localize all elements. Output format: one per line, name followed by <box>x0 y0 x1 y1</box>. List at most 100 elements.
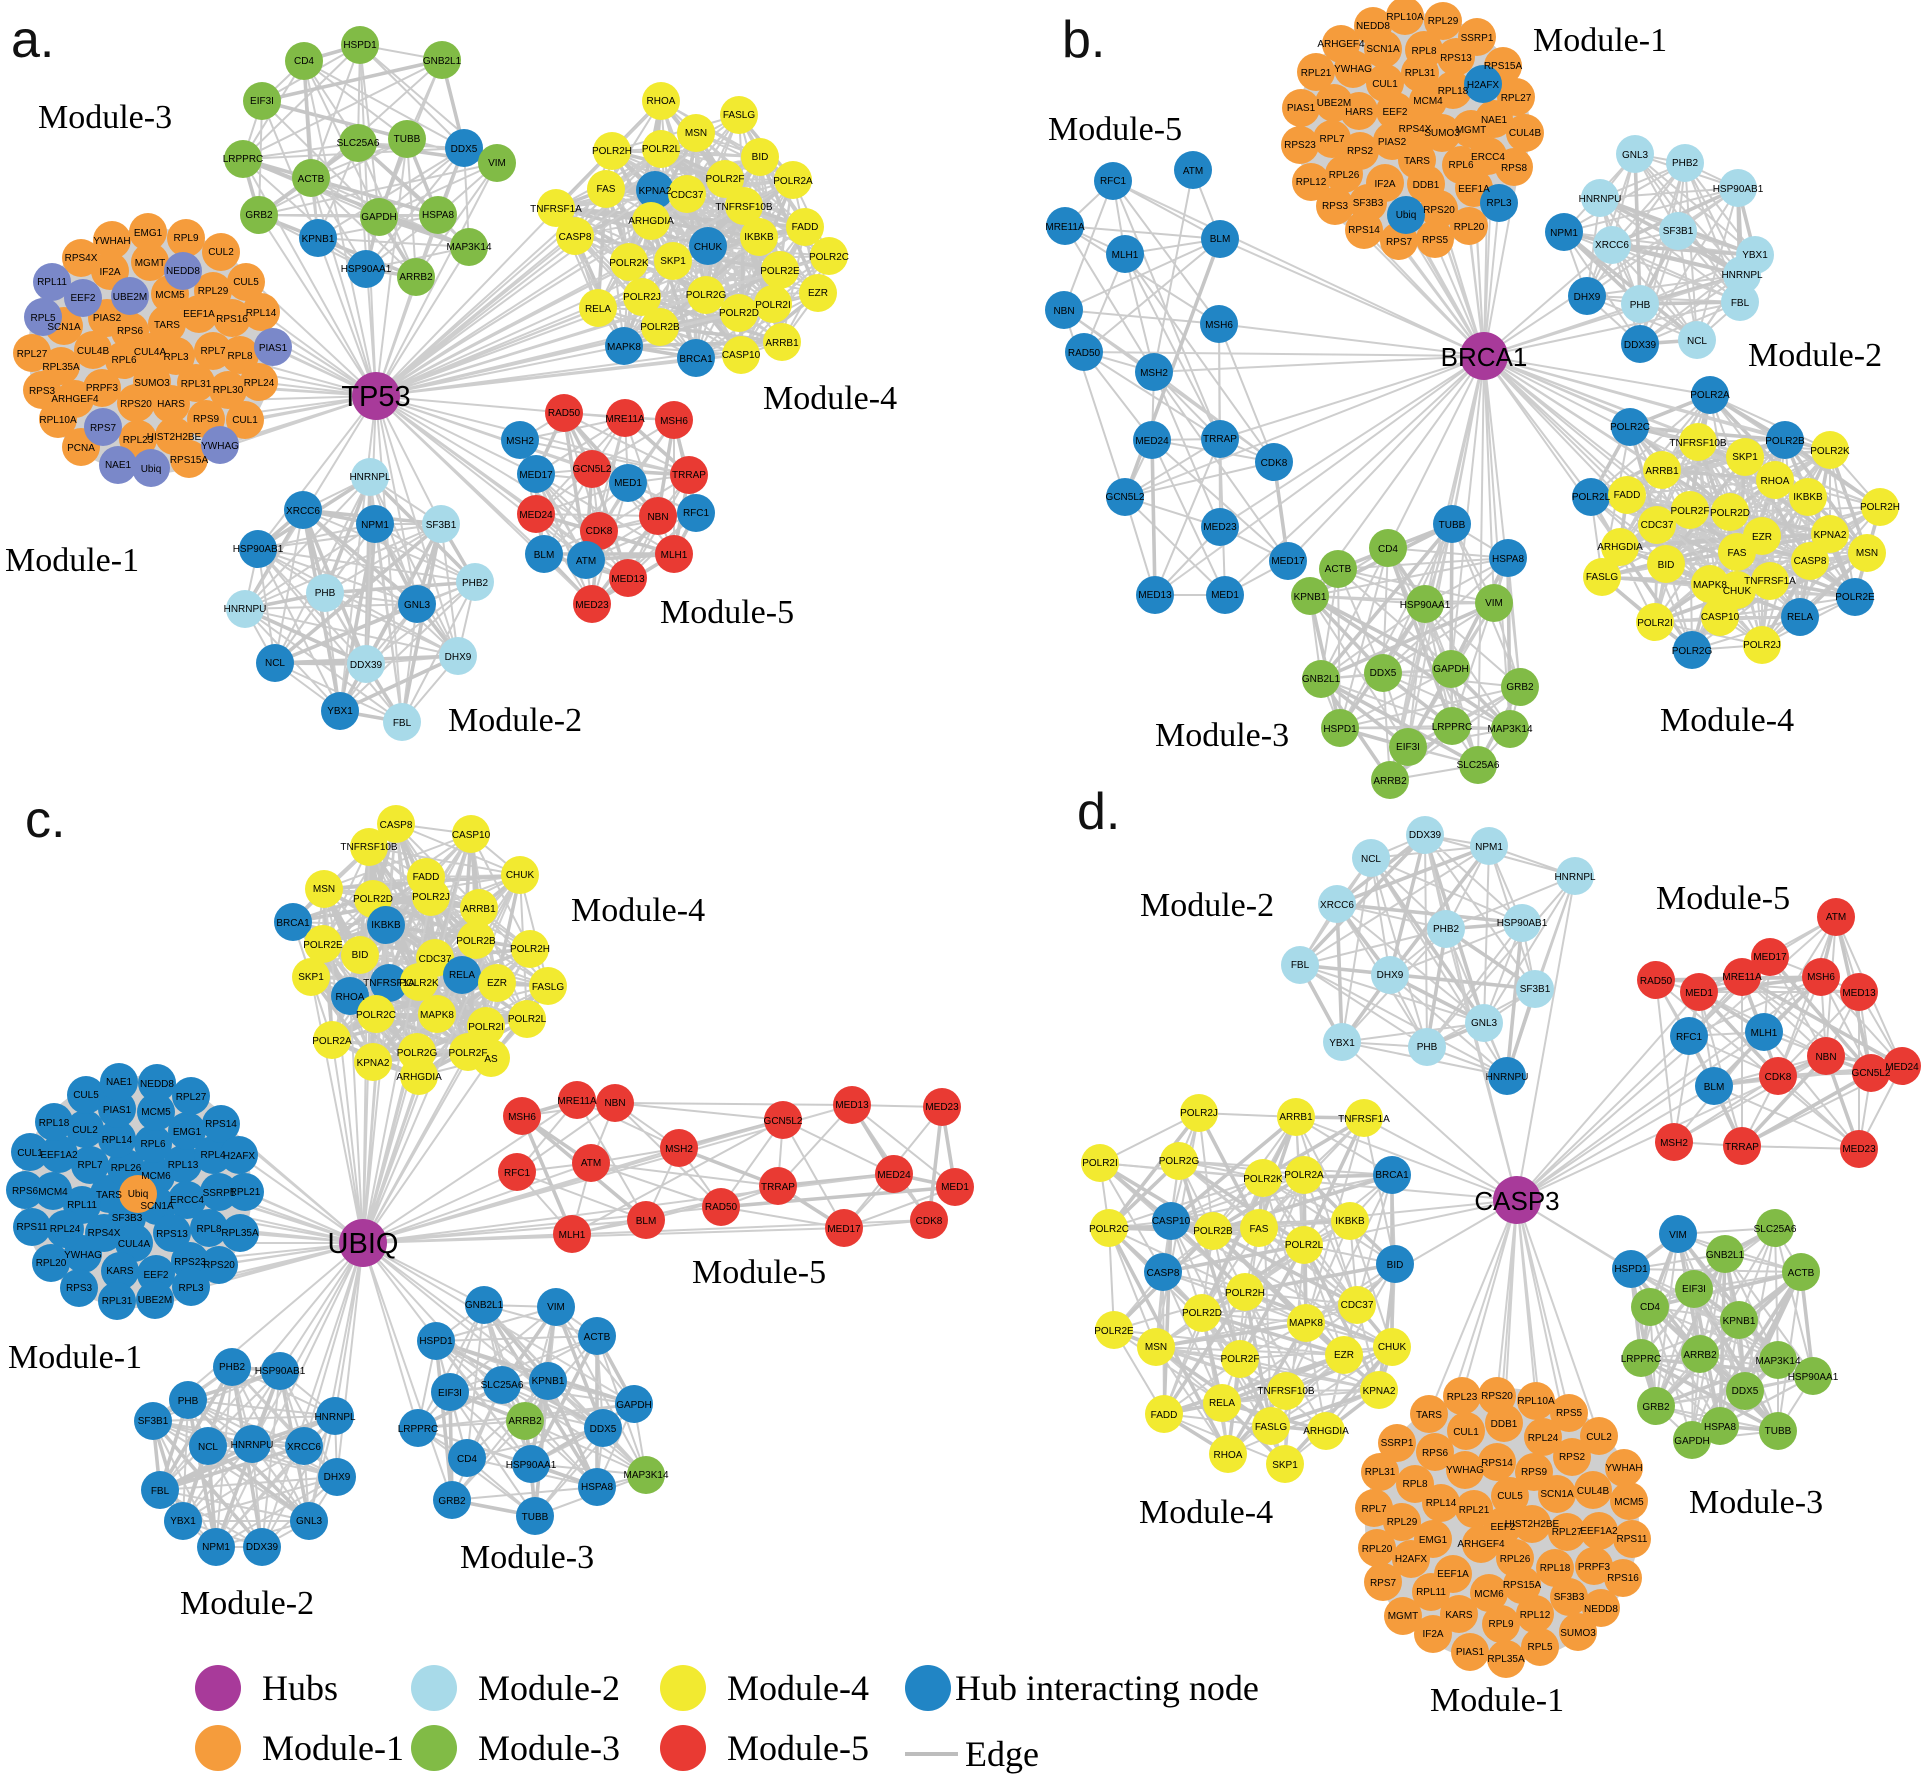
svg-text:RPS7: RPS7 <box>1386 237 1413 248</box>
svg-text:HSPA8: HSPA8 <box>1492 554 1524 565</box>
svg-text:MGMT: MGMT <box>135 258 166 269</box>
svg-text:CD4: CD4 <box>1378 544 1398 555</box>
svg-text:RPL12: RPL12 <box>1296 177 1327 188</box>
svg-text:DHX9: DHX9 <box>1574 292 1601 303</box>
svg-text:TARS: TARS <box>154 320 180 331</box>
svg-text:FBL: FBL <box>1291 960 1310 971</box>
svg-text:CUL4A: CUL4A <box>134 347 167 358</box>
svg-text:DDX5: DDX5 <box>1732 1386 1759 1397</box>
svg-text:SSRP1: SSRP1 <box>1461 33 1494 44</box>
svg-text:NBN: NBN <box>1053 306 1074 317</box>
svg-text:MRE11A: MRE11A <box>605 414 645 425</box>
svg-text:CASP8: CASP8 <box>559 232 592 243</box>
svg-text:MCM6: MCM6 <box>141 1171 171 1182</box>
svg-text:Module-3: Module-3 <box>1155 717 1289 754</box>
svg-text:KPNA2: KPNA2 <box>357 1058 390 1069</box>
svg-text:POLR2K: POLR2K <box>399 978 439 989</box>
svg-text:BRCA1: BRCA1 <box>1375 1170 1409 1181</box>
svg-text:a.: a. <box>11 11 54 69</box>
svg-text:RFC1: RFC1 <box>683 508 710 519</box>
svg-text:CDK8: CDK8 <box>1261 458 1288 469</box>
svg-text:ARRB2: ARRB2 <box>399 272 433 283</box>
svg-text:Edge: Edge <box>965 1734 1039 1774</box>
svg-text:UBE2M: UBE2M <box>138 1295 172 1306</box>
svg-text:TRRAP: TRRAP <box>672 470 706 481</box>
svg-text:GNB2L1: GNB2L1 <box>1302 674 1341 685</box>
svg-text:RPS7: RPS7 <box>90 423 117 434</box>
svg-text:RPS2: RPS2 <box>1347 146 1374 157</box>
svg-text:RELA: RELA <box>585 304 611 315</box>
svg-text:MCM5: MCM5 <box>1614 1497 1644 1508</box>
svg-text:Module-1: Module-1 <box>5 542 139 579</box>
svg-text:EZR: EZR <box>1334 1350 1354 1361</box>
svg-text:ARHGDIA: ARHGDIA <box>1303 1426 1349 1437</box>
svg-text:Module-5: Module-5 <box>1656 880 1790 917</box>
svg-text:RHOA: RHOA <box>1214 1450 1243 1461</box>
svg-text:PHB2: PHB2 <box>462 578 489 589</box>
svg-text:RPL8: RPL8 <box>196 1224 221 1235</box>
svg-text:ARHGEF4: ARHGEF4 <box>1457 1539 1505 1550</box>
svg-text:NPM1: NPM1 <box>1475 842 1503 853</box>
svg-text:POLR2I: POLR2I <box>468 1022 504 1033</box>
svg-text:IKBKB: IKBKB <box>1335 1216 1365 1227</box>
svg-text:HSPA8: HSPA8 <box>422 210 454 221</box>
svg-text:RHOA: RHOA <box>1761 476 1790 487</box>
svg-text:GAPDH: GAPDH <box>1674 1436 1710 1447</box>
svg-text:ARRB1: ARRB1 <box>1645 466 1679 477</box>
svg-text:RPL27: RPL27 <box>176 1092 207 1103</box>
svg-text:Ubiq: Ubiq <box>141 464 162 475</box>
svg-text:FAS: FAS <box>1728 548 1747 559</box>
svg-text:Module-1: Module-1 <box>8 1339 142 1376</box>
svg-text:RPL31: RPL31 <box>102 1296 133 1307</box>
svg-text:CUL1: CUL1 <box>17 1148 43 1159</box>
svg-text:NAE1: NAE1 <box>105 460 132 471</box>
svg-text:POLR2L: POLR2L <box>642 144 681 155</box>
svg-text:FASLG: FASLG <box>723 110 755 121</box>
svg-text:MED1: MED1 <box>1211 590 1239 601</box>
svg-text:RPS14: RPS14 <box>205 1119 237 1130</box>
svg-text:RPL35A: RPL35A <box>42 362 80 373</box>
svg-text:RPS9: RPS9 <box>1521 1467 1548 1478</box>
svg-text:RPL11: RPL11 <box>67 1200 97 1211</box>
svg-text:LRPPRC: LRPPRC <box>398 1424 439 1435</box>
svg-text:CHUK: CHUK <box>506 870 535 881</box>
svg-text:TNFRSF10B: TNFRSF10B <box>1669 438 1727 449</box>
svg-text:ARRB2: ARRB2 <box>508 1416 542 1427</box>
svg-text:CDC37: CDC37 <box>671 190 704 201</box>
svg-text:POLR2E: POLR2E <box>1835 592 1875 603</box>
svg-text:MAPK8: MAPK8 <box>1693 580 1727 591</box>
svg-text:POLR2I: POLR2I <box>1637 618 1673 629</box>
svg-text:CUL4B: CUL4B <box>1509 128 1542 139</box>
svg-text:GAPDH: GAPDH <box>1433 664 1469 675</box>
svg-text:RAD50: RAD50 <box>1640 976 1673 987</box>
svg-text:NBN: NBN <box>647 512 668 523</box>
svg-text:RPS6: RPS6 <box>1422 1448 1449 1459</box>
svg-text:SCN1A: SCN1A <box>1366 44 1400 55</box>
svg-text:NAE1: NAE1 <box>1481 115 1508 126</box>
svg-text:MED17: MED17 <box>1753 952 1787 963</box>
svg-text:PIAS1: PIAS1 <box>103 1105 132 1116</box>
svg-text:POLR2D: POLR2D <box>1710 508 1750 519</box>
svg-text:MAPK8: MAPK8 <box>420 1010 454 1021</box>
svg-text:CUL4B: CUL4B <box>77 346 110 357</box>
svg-text:RPL20: RPL20 <box>36 1258 67 1269</box>
svg-text:RPL21: RPL21 <box>1459 1505 1490 1516</box>
svg-text:NCL: NCL <box>1687 336 1707 347</box>
svg-text:SUMO3: SUMO3 <box>134 378 170 389</box>
svg-text:DDB1: DDB1 <box>1491 1419 1518 1430</box>
svg-text:KPNB1: KPNB1 <box>302 234 335 245</box>
svg-text:RPS20: RPS20 <box>1481 1391 1513 1402</box>
svg-text:DHX9: DHX9 <box>445 652 472 663</box>
svg-text:RPL9: RPL9 <box>1488 1619 1513 1630</box>
svg-text:Module-5: Module-5 <box>1048 111 1182 148</box>
svg-text:MLH1: MLH1 <box>661 550 688 561</box>
svg-text:RELA: RELA <box>1209 1398 1235 1409</box>
svg-text:YWHAG: YWHAG <box>64 1250 102 1261</box>
svg-text:RPL13: RPL13 <box>168 1160 199 1171</box>
svg-text:Module-3: Module-3 <box>460 1539 594 1576</box>
svg-text:DDX39: DDX39 <box>1409 830 1442 841</box>
svg-text:SKP1: SKP1 <box>298 972 324 983</box>
svg-text:RPS20: RPS20 <box>1423 205 1455 216</box>
svg-text:POLR2H: POLR2H <box>592 146 632 157</box>
svg-text:NEDD8: NEDD8 <box>140 1079 174 1090</box>
